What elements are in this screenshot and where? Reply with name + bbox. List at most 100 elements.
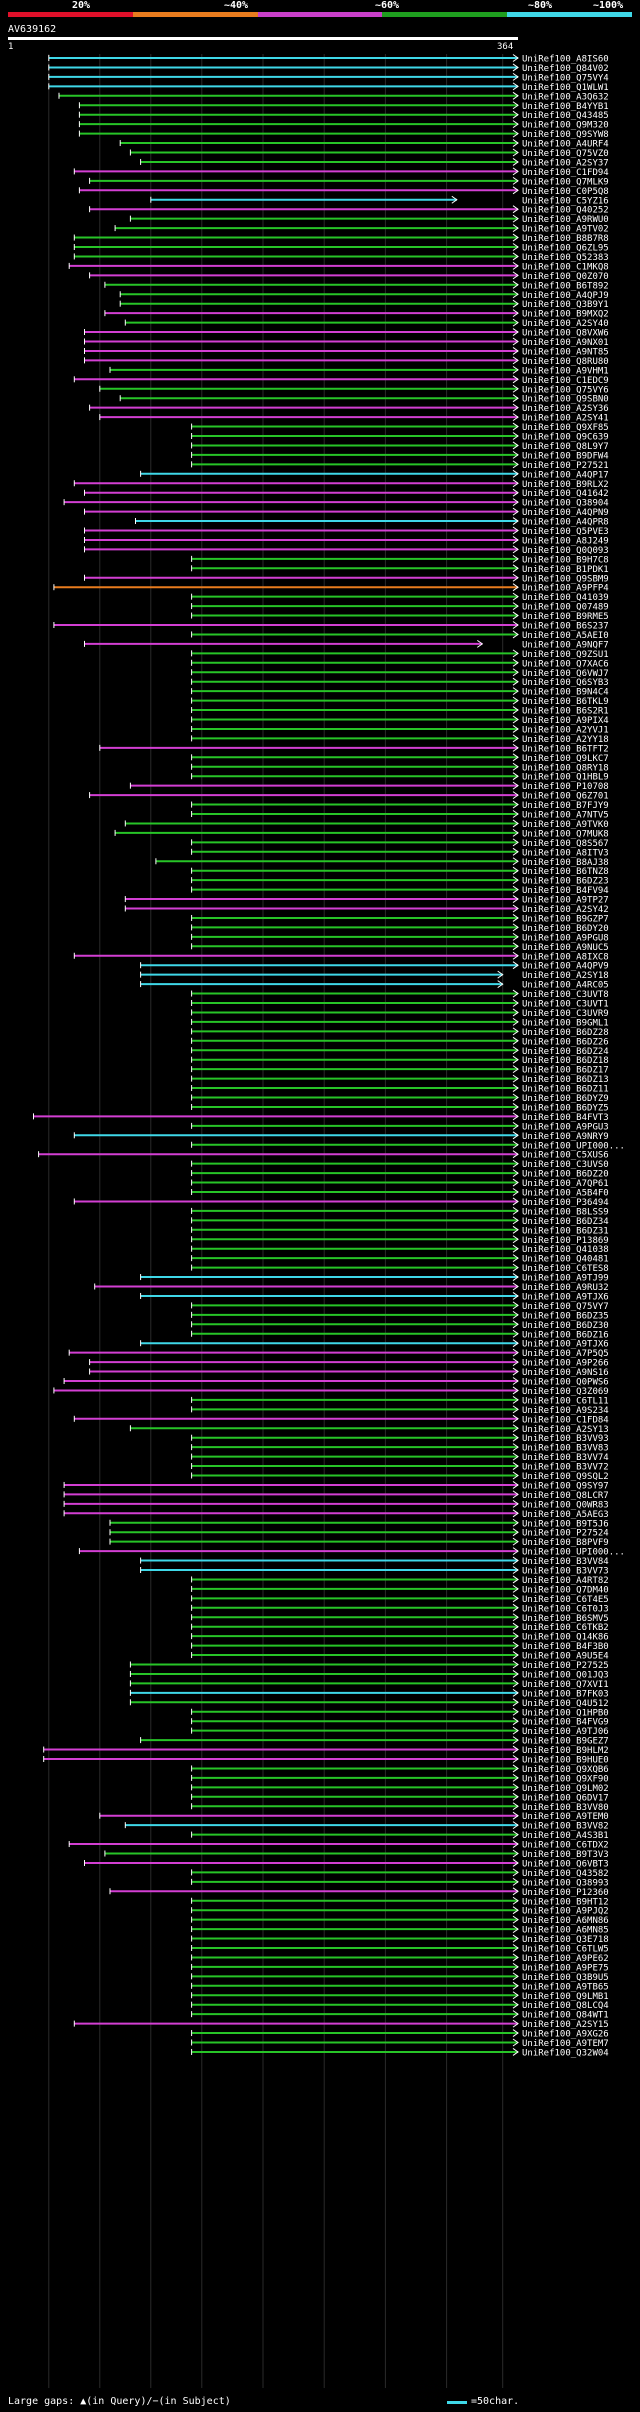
hit-end-arrow <box>512 224 519 233</box>
hit-label: UniRef100_B6DZ18 <box>522 1056 609 1066</box>
hit-end-arrow <box>512 1367 519 1376</box>
hit-label: UniRef100_B6TFT2 <box>522 744 609 754</box>
hit-row: UniRef100_B6DZ16 <box>191 1329 609 1340</box>
hit-row: UniRef100_Q0Z070 <box>89 271 609 282</box>
hit-row: UniRef100_A4S3B1 <box>191 1830 609 1841</box>
hit-end-arrow <box>512 1537 519 1546</box>
hit-end-arrow <box>512 1027 519 1036</box>
hit-row: UniRef100_A9TB65 <box>191 1981 609 1992</box>
hit-label: UniRef100_C6TLW5 <box>522 1945 609 1955</box>
hit-row: UniRef100_B9HT12 <box>191 1896 609 1907</box>
hit-row: UniRef100_B6DYZ5 <box>191 1103 609 1113</box>
hit-row: UniRef100_Q41038 <box>191 1244 609 1255</box>
hit-row: UniRef100_Q75VY4 <box>48 72 609 83</box>
hit-end-arrow <box>512 186 519 195</box>
hit-end-arrow <box>512 791 519 800</box>
hit-end-arrow <box>512 1651 519 1659</box>
hit-row: UniRef100_Q0PWS6 <box>63 1377 609 1388</box>
hit-label: UniRef100_Q9C639 <box>522 433 609 443</box>
hit-end-arrow <box>512 1452 519 1461</box>
hit-end-arrow <box>512 1150 519 1159</box>
hit-row: UniRef100_C5XUS6 <box>38 1150 609 1161</box>
hit-row: UniRef100_A4QPR8 <box>135 517 609 528</box>
hit-label: UniRef100_A9TP27 <box>522 896 609 906</box>
hit-label: UniRef100_P12360 <box>522 1888 609 1898</box>
hit-label: UniRef100_B9HUE0 <box>522 1756 609 1766</box>
hit-end-arrow <box>512 1556 519 1565</box>
hit-row: UniRef100_A7P5Q5 <box>68 1348 609 1359</box>
hit-end-arrow <box>512 498 519 507</box>
legend-swatch-green <box>382 12 508 17</box>
hit-end-arrow <box>512 1953 519 1962</box>
hit-end-arrow <box>512 1017 519 1026</box>
hit-label: UniRef100_A4QP17 <box>522 470 609 480</box>
hit-row: UniRef100_A2SY13 <box>129 1424 609 1435</box>
hit-label: UniRef100_B6T892 <box>522 281 609 291</box>
hit-row: UniRef100_B6DZ18 <box>191 1055 609 1066</box>
hit-row: UniRef100_A9PFP4 <box>53 583 609 594</box>
hit-label: UniRef100_A9PE62 <box>522 1954 609 1964</box>
hit-label: UniRef100_C1FD84 <box>522 1415 609 1425</box>
hit-label: UniRef100_B7FK03 <box>522 1689 609 1699</box>
hit-end-arrow <box>512 1859 519 1867</box>
hit-row: UniRef100_B4FVG9 <box>191 1717 609 1728</box>
hit-label: UniRef100_B6S2R1 <box>522 707 609 717</box>
hit-label: UniRef100_B6DZ35 <box>522 1311 609 1321</box>
hit-row: UniRef100_B4F3B0 <box>191 1641 609 1652</box>
hit-row: UniRef100_A9NQF7 <box>84 639 609 650</box>
hit-row: UniRef100_C6TES8 <box>191 1263 609 1274</box>
hit-end-arrow <box>512 772 519 781</box>
hit-label: UniRef100_B6DZ30 <box>522 1321 609 1331</box>
hit-end-arrow <box>512 819 519 828</box>
hit-row: UniRef100_Q32W04 <box>191 2048 609 2058</box>
hit-end-arrow <box>512 602 519 611</box>
hit-end-arrow <box>512 1773 519 1782</box>
hit-label: UniRef100_A4RT82 <box>522 1576 609 1586</box>
hit-end-arrow <box>512 1755 519 1763</box>
hit-end-arrow <box>512 1159 519 1168</box>
hit-row: UniRef100_C1EDC9 <box>73 375 609 386</box>
hit-label: UniRef100_A4URF4 <box>522 140 609 150</box>
hit-row: UniRef100_A4QPJ9 <box>119 290 609 301</box>
hit-end-arrow <box>512 1566 519 1574</box>
hit-row: UniRef100_Q3B9Y1 <box>119 299 609 310</box>
hit-row: UniRef100_Q8VXW6 <box>84 328 609 339</box>
hit-end-arrow <box>512 158 519 166</box>
hit-label: UniRef100_Q52383 <box>522 253 609 263</box>
hit-label: UniRef100_B6DZ28 <box>522 1028 609 1038</box>
hit-end-arrow <box>512 1348 519 1357</box>
hit-label: UniRef100_B9HT12 <box>522 1897 609 1907</box>
hit-end-arrow <box>512 1698 519 1707</box>
hit-label: UniRef100_B6DZ20 <box>522 1170 609 1180</box>
hit-row: UniRef100_A5AEG3 <box>63 1509 609 1520</box>
hit-label: UniRef100_P36494 <box>522 1198 609 1208</box>
hit-row: UniRef100_B9DFW4 <box>191 450 609 461</box>
hit-row: UniRef100_B6DZ34 <box>191 1216 609 1227</box>
hit-row: UniRef100_Q9SQL2 <box>191 1471 609 1482</box>
hit-row: UniRef100_C1FD94 <box>73 167 609 178</box>
hit-row: UniRef100_A8ITV3 <box>191 847 609 858</box>
hit-row: UniRef100_B7FK03 <box>129 1688 609 1699</box>
hit-label: UniRef100_Q8L9Y7 <box>522 442 609 452</box>
hit-label: UniRef100_Q0WR83 <box>522 1500 609 1510</box>
hit-label: UniRef100_A9XG26 <box>522 2030 609 2040</box>
hit-end-arrow <box>512 1717 519 1726</box>
hit-label: UniRef100_A9PE75 <box>522 1963 609 1973</box>
hit-end-arrow <box>512 384 519 393</box>
hit-row: UniRef100_A8IS60 <box>48 54 609 65</box>
hit-label: UniRef100_C5YZ16 <box>522 196 609 206</box>
hit-end-arrow <box>512 1282 519 1291</box>
hit-end-arrow <box>512 1121 519 1130</box>
hit-end-arrow <box>512 1046 519 1055</box>
hit-end-arrow <box>512 583 519 592</box>
hit-row: UniRef100_Q40481 <box>191 1254 609 1265</box>
hit-label: UniRef100_A2SY15 <box>522 2020 609 2030</box>
hit-end-arrow <box>512 450 519 459</box>
hit-label: UniRef100_B6DZ31 <box>522 1226 609 1236</box>
hit-label: UniRef100_Q01JQ3 <box>522 1670 609 1680</box>
hit-label: UniRef100_A7QP61 <box>522 1179 609 1189</box>
hit-label: UniRef100_A2SY13 <box>522 1425 609 1435</box>
hit-row: UniRef100_Q9SBM9 <box>84 573 609 584</box>
hit-label: UniRef100_A9NT85 <box>522 347 609 357</box>
hit-row: UniRef100_A9PE75 <box>191 1962 609 1973</box>
